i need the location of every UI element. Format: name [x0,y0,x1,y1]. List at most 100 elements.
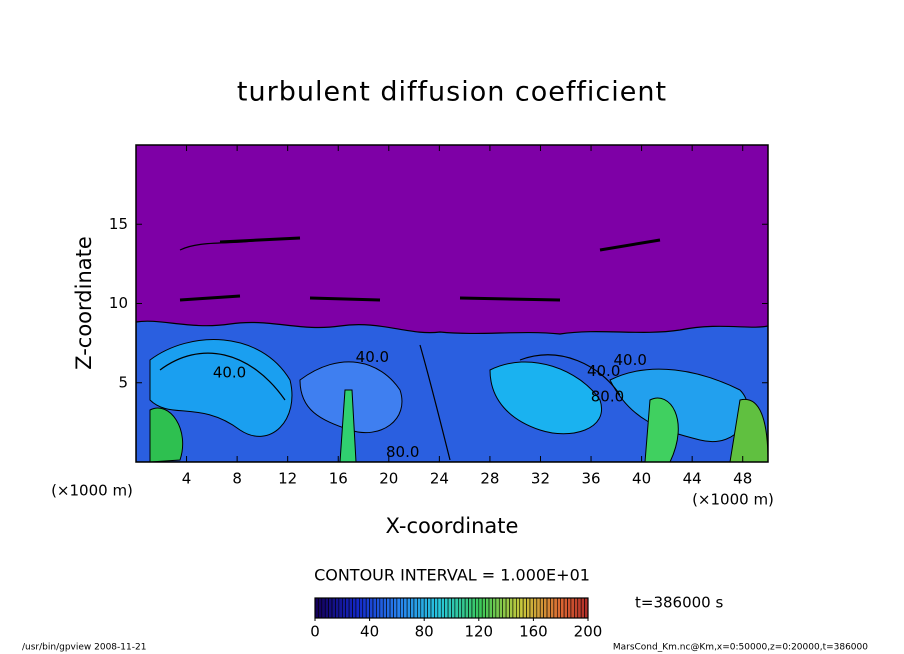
contour-label: 40.0 [614,351,647,369]
x-unit-label: (×1000 m) [51,482,133,500]
colorbar-cell [413,597,418,619]
colorbar-cell [434,597,439,619]
y-tick-label: 5 [118,373,128,391]
colorbar-cell [543,597,548,619]
colorbar-cell [461,597,466,619]
colorbar-cell [345,597,350,619]
colorbar-cell [475,597,480,619]
colorbar-cell [458,597,463,619]
colorbar-cell [376,597,381,619]
colorbar-cell [563,597,568,619]
colorbar-cell [516,597,521,619]
colorbar-cell [393,597,398,619]
contour-label: 40.0 [213,364,246,382]
colorbar-cell [372,597,377,619]
footer-right: MarsCond_Km.nc@Km,x=0:50000,z=0:20000,t=… [613,643,868,653]
colorbar-cell [509,597,514,619]
colorbar-tick-label: 160 [519,623,548,641]
contour-label: 80.0 [386,443,419,461]
colorbar-cell [560,597,565,619]
x-tick-label: 16 [329,470,348,488]
colorbar-tick-label: 200 [574,623,603,641]
y-axis-label: Z-coordinate [72,236,96,370]
colorbar-tick-label: 120 [464,623,493,641]
colorbar-cell [352,597,357,619]
colorbar-cell [519,597,524,619]
colorbar-cell [481,597,486,619]
chart-title: turbulent diffusion coefficient [237,77,667,108]
colorbar-cell [403,597,408,619]
time-label: t=386000 s [635,594,723,612]
y-tick-label: 15 [109,215,128,233]
colorbar-cell [430,597,435,619]
colorbar-cell [365,597,370,619]
colorbar-cell [447,597,452,619]
colorbar-cell [386,597,391,619]
colorbar-cell [567,597,572,619]
colorbar-cell [498,597,503,619]
colorbar-cell [362,597,367,619]
contour-label: 40.0 [587,362,620,380]
colorbar-cell [468,597,473,619]
colorbar-cell [417,597,422,619]
x-tick-label: 12 [278,470,297,488]
x-tick-label: 28 [480,470,499,488]
colorbar-cell [471,597,476,619]
contour-interval: CONTOUR INTERVAL = 1.000E+01 [314,566,590,585]
colorbar-cell [553,597,558,619]
colorbar-cell [427,597,432,619]
colorbar-cell [410,597,415,619]
colorbar-cell [570,597,575,619]
colorbar-cell [526,597,531,619]
colorbar-cell [444,597,449,619]
colorbar-tick-label: 40 [360,623,379,641]
colorbar-cell [580,597,585,619]
colorbar-cell [341,597,347,619]
colorbar-cell [512,597,517,619]
colorbar-cell [574,597,579,619]
colorbar-cell [478,597,483,619]
colorbar-cell [488,597,493,619]
contour-label: 80.0 [591,388,624,406]
colorbar-cell [355,597,360,619]
colorbar-cell [331,597,336,619]
colorbar-cell [550,597,555,619]
x-tick-label: 20 [379,470,398,488]
colorbar-cell [577,597,582,619]
colorbar-cell [379,597,384,619]
colorbar-cell [529,597,534,619]
y-tick-label: 10 [109,294,128,312]
colorbar-frame [314,597,589,619]
colorbar-cell [533,597,538,619]
colorbar-cell [440,597,445,619]
colorbar-cell [338,597,343,619]
x-axis-label: X-coordinate [386,514,519,538]
colorbar-cell [437,597,442,619]
colorbar-cell [454,597,459,619]
colorbar-cell [348,597,353,619]
colorbar-cell [536,597,541,619]
colorbar-cell [369,597,374,619]
colorbar-cell [502,597,507,619]
colorbar-cell [495,597,500,619]
x-tick-label: 48 [733,470,752,488]
colorbar-cell [522,597,527,619]
footer-left: /usr/bin/gpview 2008-11-21 [22,643,146,653]
colorbar-cell [328,597,333,619]
colorbar-cell [321,597,326,619]
colorbar-cell [406,597,411,619]
colorbar-cell [420,597,425,619]
colorbar-cell [389,597,394,619]
colorbar-cell [400,597,405,619]
colorbar-cell [396,597,401,619]
colorbar-cell [423,597,428,619]
colorbar-cell [492,597,497,619]
colorbar-cell [464,597,469,619]
colorbar-cell [451,597,456,619]
colorbar-tick-label: 80 [415,623,434,641]
x-tick-label: 8 [232,470,242,488]
colorbar-cell [318,597,323,619]
contour-label: 40.0 [356,348,389,366]
x-tick-label: 36 [581,470,600,488]
colorbar-cell [546,597,551,619]
